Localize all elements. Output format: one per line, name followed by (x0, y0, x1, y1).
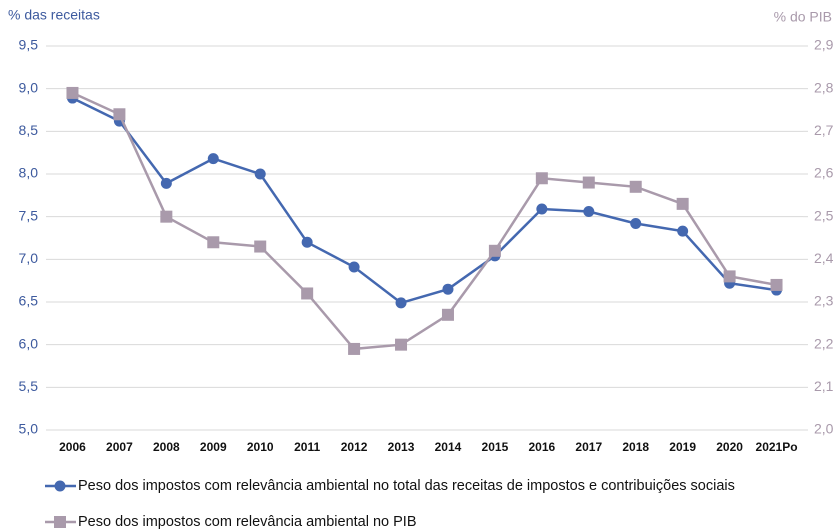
y2-tick-label: 2,1 (814, 378, 834, 394)
x-tick-label: 2012 (341, 440, 368, 454)
data-point (677, 225, 689, 237)
series-line (71, 91, 777, 351)
y-tick-label: 9,0 (19, 79, 39, 95)
data-point (488, 244, 501, 257)
data-point (441, 308, 454, 321)
data-point (583, 206, 595, 218)
data-point (676, 197, 689, 210)
legend-label: Peso dos impostos com relevância ambient… (78, 514, 417, 530)
y-tick-label: 6,0 (19, 335, 39, 351)
legend-marker (54, 516, 66, 528)
data-point (395, 338, 408, 351)
x-tick-label: 2013 (388, 440, 415, 454)
y2-tick-label: 2,8 (814, 79, 834, 95)
x-tick-label: 2011 (294, 440, 320, 454)
data-point (629, 180, 642, 193)
x-tick-label: 2007 (106, 440, 133, 454)
data-point (535, 172, 548, 185)
legend-label: Peso dos impostos com relevância ambient… (78, 478, 735, 494)
data-point (113, 108, 126, 121)
x-tick-label: 2014 (435, 440, 462, 454)
x-tick-label: 2008 (153, 440, 180, 454)
y-tick-label: 8,0 (19, 165, 39, 181)
data-point (301, 287, 314, 300)
y2-tick-label: 2,5 (814, 207, 834, 223)
x-tick-label: 2020 (716, 440, 743, 454)
data-point (348, 261, 360, 273)
x-tick-label: 2018 (622, 440, 649, 454)
y2-tick-label: 2,9 (814, 37, 834, 53)
data-point (582, 176, 595, 189)
data-point (207, 236, 220, 249)
data-point (723, 270, 736, 283)
y2-tick-label: 2,3 (814, 293, 834, 309)
x-tick-label: 2019 (669, 440, 696, 454)
data-point (770, 278, 783, 291)
data-point (630, 217, 642, 229)
y2-tick-label: 2,7 (814, 122, 834, 138)
data-point (254, 168, 266, 180)
y2-tick-label: 2,0 (814, 421, 834, 437)
y2-tick-label: 2,4 (814, 250, 834, 266)
data-point (160, 177, 172, 189)
series-line (71, 96, 777, 305)
x-tick-label: 2015 (482, 440, 509, 454)
y-tick-label: 7,5 (19, 207, 39, 223)
y2-tick-label: 2,6 (814, 165, 834, 181)
x-tick-label: 2016 (528, 440, 555, 454)
data-point (254, 240, 267, 253)
data-point (536, 203, 548, 215)
y-tick-label: 5,0 (19, 421, 39, 437)
y-tick-label: 5,5 (19, 378, 39, 394)
data-point (160, 210, 173, 223)
x-tick-label: 2010 (247, 440, 274, 454)
data-point (66, 86, 79, 99)
data-point (442, 283, 454, 295)
legend-marker (54, 480, 66, 492)
y-tick-label: 8,5 (19, 122, 39, 138)
y2-axis-title: % do PIB (774, 9, 832, 25)
data-point (301, 236, 313, 248)
y-tick-label: 7,0 (19, 250, 39, 266)
data-point (207, 153, 219, 165)
y-tick-label: 9,5 (19, 37, 39, 53)
data-point (395, 297, 407, 309)
y-tick-label: 6,5 (19, 293, 39, 309)
x-tick-label: 2006 (59, 440, 86, 454)
x-tick-label: 2017 (575, 440, 602, 454)
x-tick-label: 2009 (200, 440, 227, 454)
y-axis-title: % das receitas (8, 7, 100, 23)
y2-tick-label: 2,2 (814, 335, 834, 351)
x-tick-label: 2021Po (756, 440, 798, 454)
data-point (348, 342, 361, 355)
